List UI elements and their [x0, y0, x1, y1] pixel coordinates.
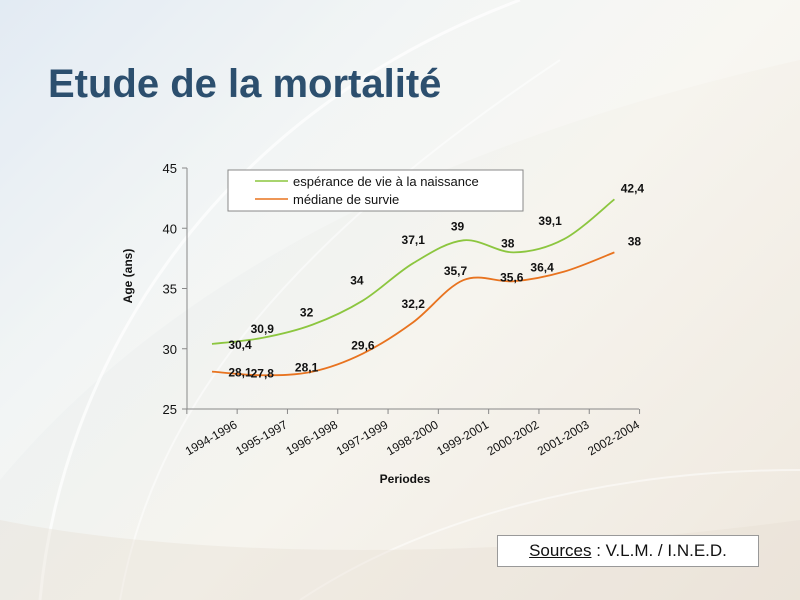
y-tick-label: 35: [163, 282, 177, 297]
x-tick-label: 1995-1997: [233, 417, 290, 458]
x-tick-label: 1999-2001: [434, 417, 491, 458]
y-tick-label: 25: [163, 402, 177, 417]
x-tick-label: 1996-1998: [283, 417, 340, 458]
x-axis-title: Periodes: [380, 472, 431, 486]
data-label: 29,6: [351, 339, 375, 353]
y-tick-label: 45: [163, 161, 177, 176]
data-label: 32,2: [402, 297, 426, 311]
series-esperance-line: [211, 198, 615, 345]
y-axis-title: Age (ans): [121, 249, 135, 304]
x-tick-label: 1998-2000: [384, 417, 441, 458]
data-label: 27,8: [251, 366, 275, 380]
data-label: 42,4: [621, 181, 645, 195]
legend-label-esperance: espérance de vie à la naissance: [293, 174, 479, 189]
data-label: 32: [300, 306, 314, 320]
x-tick-label: 1997-1999: [334, 417, 391, 458]
y-tick-label: 40: [163, 221, 177, 236]
data-label: 38: [501, 236, 515, 250]
slide-title: Etude de la mortalité: [48, 62, 442, 106]
data-label: 28,1: [228, 366, 252, 380]
data-label: 35,6: [500, 270, 524, 284]
data-label: 39,1: [538, 214, 562, 228]
sources-label: Sources: [529, 541, 592, 560]
data-label: 38: [628, 234, 642, 248]
chart-series: [211, 198, 615, 377]
x-tick-label: 2000-2002: [485, 417, 542, 458]
x-tick-label: 1994-1996: [183, 417, 240, 458]
sources-box: Sources : V.L.M. / I.N.E.D.: [497, 535, 759, 567]
series-mediane-line: [211, 251, 615, 377]
chart-legend: espérance de vie à la naissance médiane …: [227, 169, 524, 212]
y-tick-label: 30: [163, 342, 177, 357]
data-label: 39: [451, 219, 465, 233]
data-label: 36,4: [530, 261, 554, 275]
legend-box: [227, 169, 524, 212]
data-label: 30,4: [228, 338, 252, 352]
x-tick-label: 2002-2004: [585, 417, 642, 458]
x-tick-label: 2001-2003: [535, 417, 592, 458]
legend-label-mediane: médiane de survie: [293, 192, 399, 207]
data-label: 34: [350, 274, 364, 288]
sources-text: : V.L.M. / I.N.E.D.: [591, 541, 727, 560]
data-label: 35,7: [444, 264, 468, 278]
data-label: 28,1: [295, 361, 319, 375]
data-label: 30,9: [251, 322, 275, 336]
data-label: 37,1: [402, 233, 426, 247]
